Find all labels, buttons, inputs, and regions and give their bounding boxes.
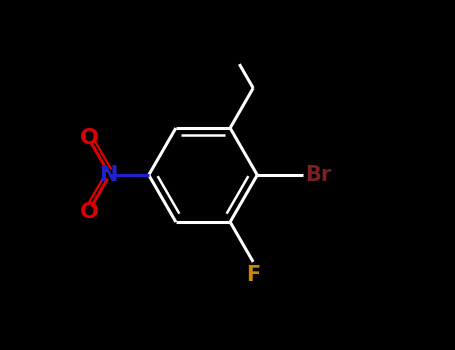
Text: F: F (246, 265, 260, 285)
Text: Br: Br (305, 165, 331, 185)
Text: O: O (80, 128, 99, 148)
Text: N: N (101, 165, 119, 185)
Text: O: O (80, 202, 99, 222)
